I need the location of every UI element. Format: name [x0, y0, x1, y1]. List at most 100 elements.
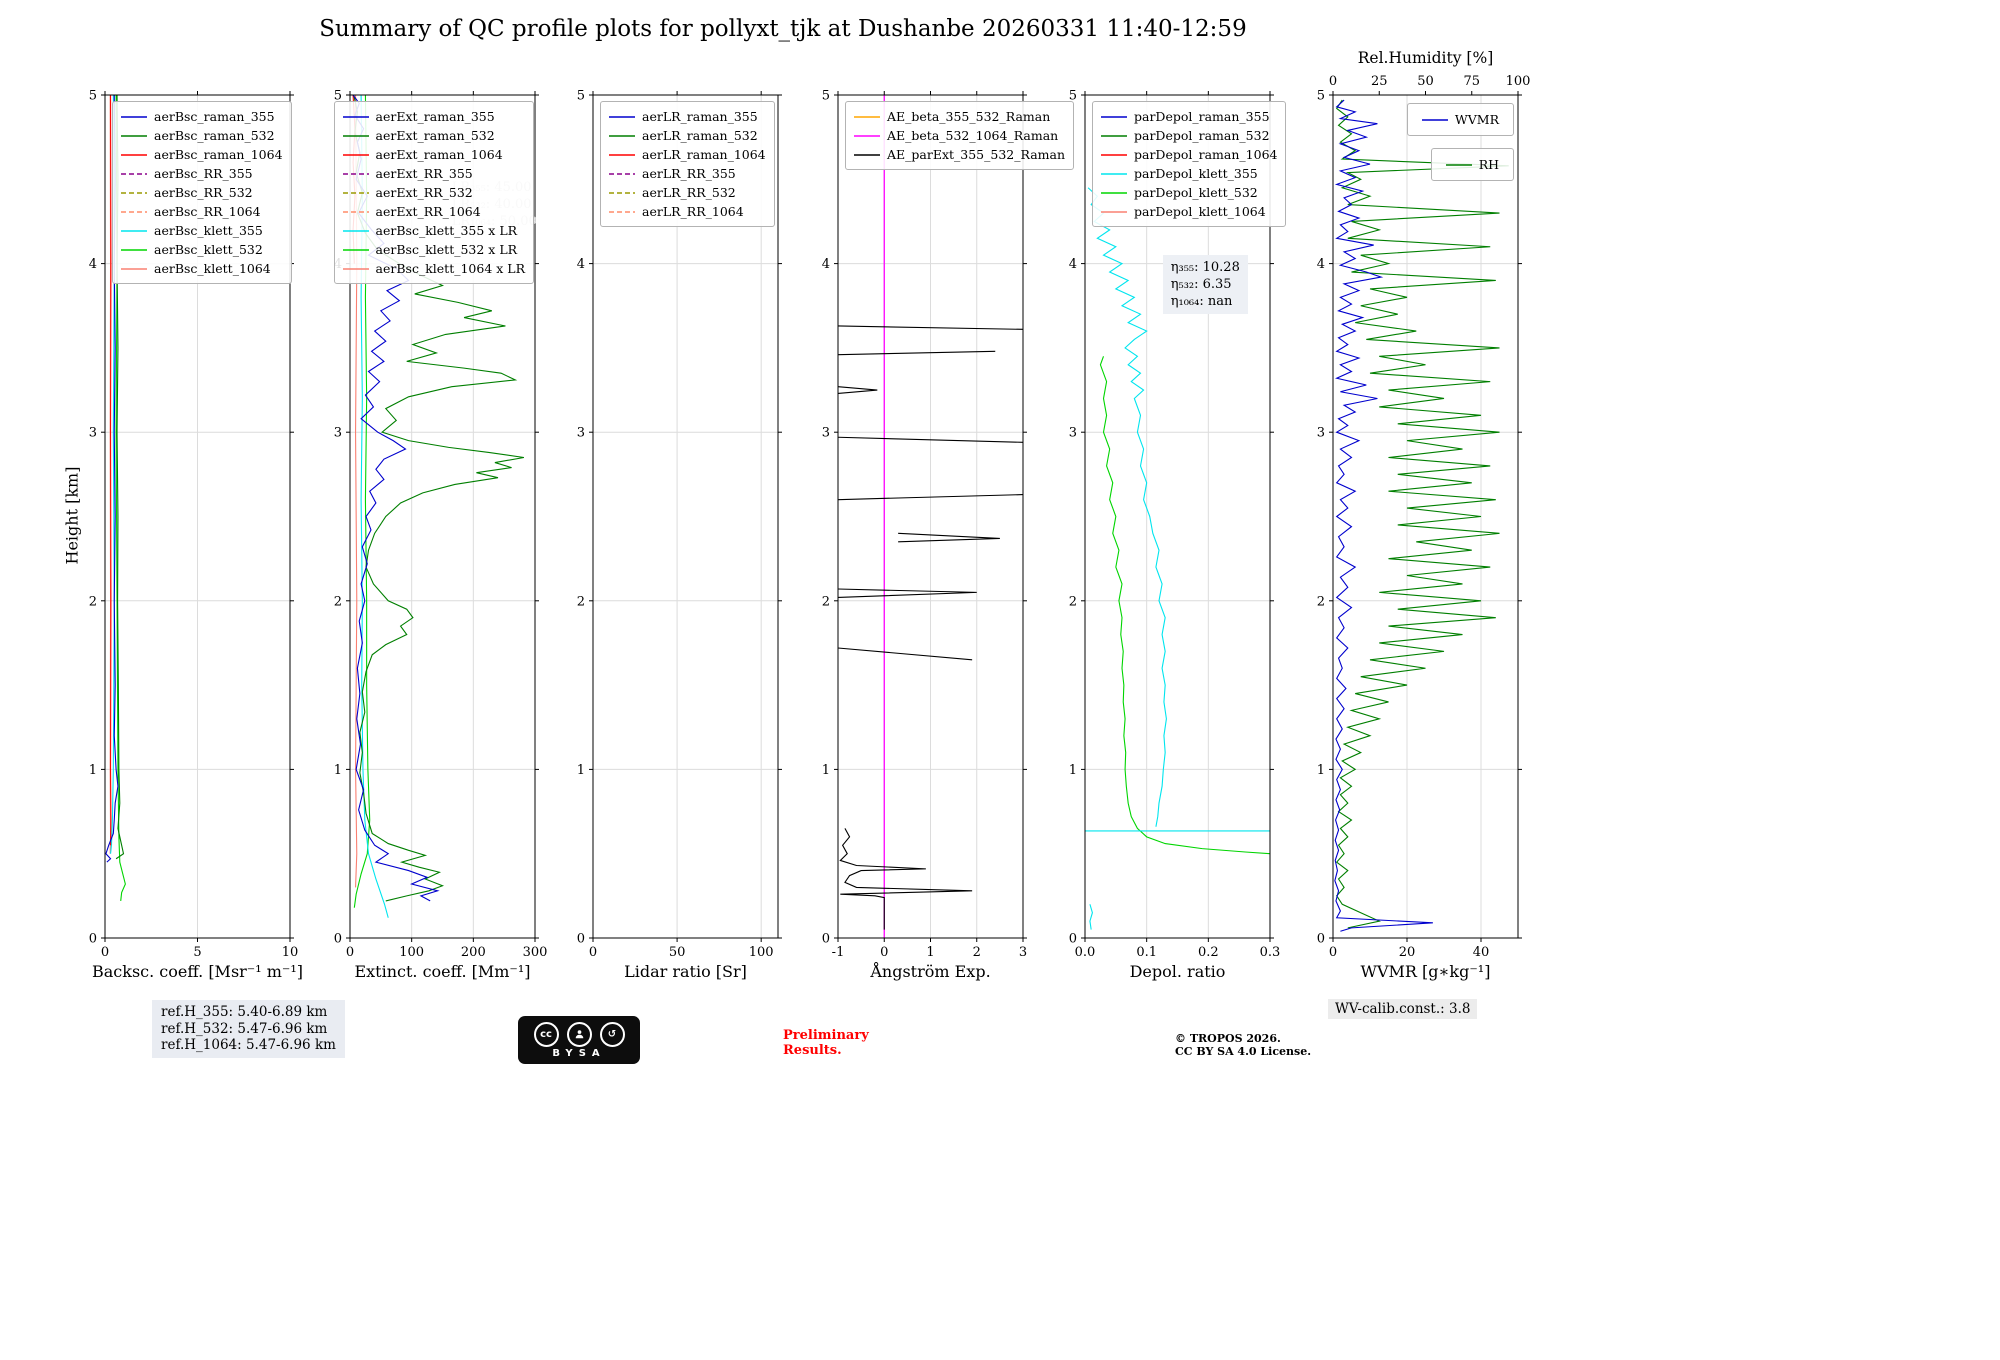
legend-item: aerBsc_klett_532 x LR: [342, 240, 525, 259]
x-tick-label: 300: [523, 945, 548, 960]
legend-label: WVMR: [1454, 112, 1499, 127]
legend-line-sample: [854, 115, 880, 118]
legend-label: aerExt_RR_1064: [375, 204, 481, 219]
legend-item: aerLR_RR_532: [609, 183, 766, 202]
series-WVMR: [1334, 99, 1433, 932]
legend-label: parDepol_raman_532: [1134, 128, 1270, 143]
series-RH: [1335, 99, 1509, 929]
legend-line-sample: [342, 210, 369, 213]
legend-label: aerBsc_RR_355: [154, 166, 253, 181]
x-tick-label: 50: [669, 945, 686, 960]
copyright-note: © TROPOS 2026. CC BY SA 4.0 License.: [1175, 1032, 1312, 1058]
legend-label: aerBsc_klett_1064 x LR: [375, 261, 525, 276]
legend-line-sample: [121, 172, 147, 175]
legend-label: aerLR_raman_1064: [642, 147, 766, 162]
legend-line-sample: [1101, 115, 1127, 118]
top-axis-label: Rel.Humidity [%]: [1358, 49, 1494, 67]
y-tick-label: 1: [577, 763, 585, 778]
y-tick-label: 1: [822, 763, 830, 778]
legend-line-sample: [854, 134, 880, 137]
legend-item: aerExt_RR_355: [342, 164, 525, 183]
legend-label: RH: [1478, 157, 1499, 172]
legend-line-sample: [1421, 118, 1448, 121]
legend-item: aerBsc_RR_1064: [121, 202, 283, 221]
x-tick-label: 0.1: [1136, 945, 1157, 960]
preliminary-results-note: Preliminary Results.: [783, 1028, 869, 1058]
plot-area-wvmr: 0 20 40 0 1 2 3 4 5 0 25 50 75 100 Rel.Humidity [%] WVM…: [1317, 49, 1531, 960]
legend-item: parDepol_raman_1064: [1101, 145, 1277, 164]
reference-heights-box: ref.H_355: 5.40-6.89 km ref.H_532: 5.47-…: [152, 1000, 345, 1058]
legend-label: aerBsc_klett_355 x LR: [375, 223, 518, 238]
series-parDepol_klett_532: [1099, 356, 1271, 855]
panel-angstrom: -1 0 1 2 3 0 1 2 3 4 5 AE_beta_355_532_Raman AE_beta…: [822, 89, 1075, 981]
legend-line-sample: [1101, 191, 1127, 194]
x-tick-label: 3: [1019, 945, 1027, 960]
cc-sa-label: SA: [578, 1047, 606, 1059]
legend-item: aerLR_raman_355: [609, 107, 766, 126]
legend-item: aerLR_raman_1064: [609, 145, 766, 164]
cc-badge-text: BYSA: [552, 1048, 605, 1059]
legend-label: parDepol_klett_355: [1134, 166, 1258, 181]
legend-item: aerBsc_klett_1064: [121, 259, 283, 278]
legend: aerExt_raman_355 aerExt_raman_532 aerExt_r…: [333, 101, 534, 284]
legend-item: AE_beta_532_1064_Raman: [854, 126, 1065, 145]
legend-label: aerExt_RR_532: [375, 185, 473, 200]
y-tick-label: 0: [1069, 932, 1077, 947]
xlabel-extinction: Extinct. coeff. [Mm⁻¹]: [354, 962, 531, 981]
legend: AE_beta_355_532_Raman AE_beta_532_1064_Ra…: [845, 101, 1075, 170]
x-tick-label: 40: [1473, 945, 1490, 960]
top-tick-label: 50: [1417, 74, 1434, 89]
x-tick-label: 0: [101, 945, 109, 960]
legend-item: parDepol_klett_1064: [1101, 202, 1277, 221]
y-tick-label: 4: [1317, 257, 1325, 272]
legend-item: aerExt_raman_1064: [342, 145, 525, 164]
panel-wvmr: 0 20 40 0 1 2 3 4 5 0 25 50 75 100 Rel.Humidity [%] WVM…: [1317, 49, 1531, 981]
legend-line-sample: [609, 115, 635, 118]
legend-item: parDepol_klett_532: [1101, 183, 1277, 202]
legend-label: aerExt_RR_355: [375, 166, 473, 181]
legend-line-sample: [342, 172, 369, 175]
series-AE_parExt_355_532_Raman: [898, 532, 1000, 543]
legend-label: parDepol_klett_1064: [1134, 204, 1266, 219]
legend-line-sample: [342, 153, 369, 156]
top-tick-label: 0: [1329, 74, 1337, 89]
y-tick-label: 1: [334, 763, 342, 778]
y-tick-label: 0: [334, 932, 342, 947]
legend-line-sample: [121, 153, 147, 156]
y-tick-label: 0: [577, 932, 585, 947]
y-tick-label: 0: [89, 932, 97, 947]
legend-item: aerBsc_raman_355: [121, 107, 283, 126]
cc-by-label: BY: [552, 1047, 579, 1059]
legend-line-sample: [121, 115, 147, 118]
legend: parDepol_raman_355 parDepol_raman_532 parD…: [1092, 101, 1287, 227]
y-tick-label: 0: [822, 932, 830, 947]
y-tick-label: 2: [334, 594, 342, 609]
legend-line-sample: [609, 191, 635, 194]
legend-label: aerBsc_RR_532: [154, 185, 253, 200]
legend-label: aerBsc_raman_1064: [154, 147, 283, 162]
legend-line-sample: [609, 210, 635, 213]
plot-svg-lidar-ratio: 0 50 100 0 1 2 3 4 5: [577, 89, 782, 960]
y-tick-label: 3: [334, 426, 342, 441]
legend-item: aerBsc_RR_532: [121, 183, 283, 202]
cc-by-person-icon: [566, 1021, 592, 1047]
legend-label: aerLR_RR_1064: [642, 204, 744, 219]
legend-label: aerExt_raman_532: [375, 128, 495, 143]
legend-item: aerBsc_klett_355: [121, 221, 283, 240]
x-tick-label: -1: [832, 945, 845, 960]
y-tick-label: 4: [1069, 257, 1077, 272]
x-tick-label: 1: [926, 945, 934, 960]
legend-label: aerBsc_klett_532 x LR: [375, 242, 518, 257]
legend-label: AE_parExt_355_532_Raman: [887, 147, 1066, 162]
legend-line-sample: [609, 153, 635, 156]
legend-item: aerExt_raman_532: [342, 126, 525, 145]
legend-line-sample: [1101, 172, 1127, 175]
panel-extinction: 0100200300012345LR₃₅₅: 45.00 LR₅₃₂: 40.0…: [333, 89, 547, 981]
legend: aerBsc_raman_355 aerBsc_raman_532 aerBsc_r…: [112, 101, 292, 284]
legend-line-sample: [1445, 163, 1472, 166]
legend-line-sample: [342, 134, 369, 137]
legend-label: aerLR_RR_532: [642, 185, 736, 200]
legend-item: aerBsc_klett_1064 x LR: [342, 259, 525, 278]
legend-item: aerLR_raman_532: [609, 126, 766, 145]
